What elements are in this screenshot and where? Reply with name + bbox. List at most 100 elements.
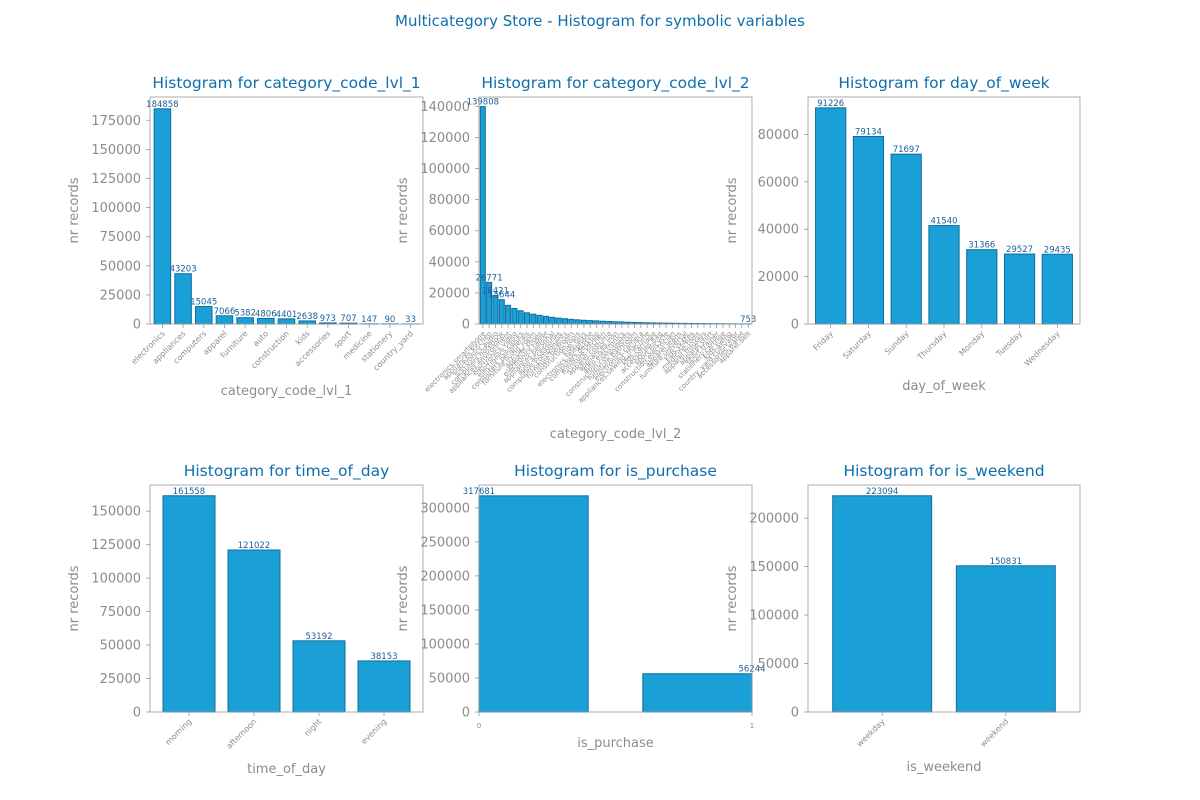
chart-5-ytick-label: 150000 — [420, 603, 470, 618]
chart-4-data-label: 38153 — [370, 652, 397, 662]
chart-4-data-label: 53192 — [305, 632, 332, 642]
chart-3-bar — [815, 107, 847, 325]
chart-5-ytick-label: 300000 — [420, 501, 470, 516]
chart-3-data-label: 71697 — [893, 145, 920, 155]
chart-3-xtick-label: Sunday — [883, 329, 911, 357]
chart-3-bar — [1003, 253, 1036, 325]
chart-4-axes-frame — [149, 484, 424, 713]
chart-4-xtick-label: night — [302, 717, 323, 738]
chart-5-ylabel: nr records — [396, 565, 411, 631]
chart-1-data-label: 184858 — [146, 100, 178, 110]
chart-2-bar — [568, 318, 575, 325]
chart-2-ytick-label: 140000 — [420, 100, 470, 115]
chart-6-ytick-label: 200000 — [749, 512, 799, 527]
chart-5-bar-0 — [478, 495, 589, 713]
chart-4-bar — [292, 640, 346, 713]
chart-1-data-label: 4401 — [276, 310, 298, 320]
chart-4-bar — [357, 660, 411, 713]
chart-2-bar — [498, 299, 505, 325]
chart-2-ytick-label: 100000 — [420, 162, 470, 177]
chart-1-ytick-label: 150000 — [91, 143, 141, 158]
chart-1-ytick-label: 25000 — [100, 288, 141, 303]
chart-3-xtick-label: Monday — [957, 329, 986, 358]
chart-1-data-label: 707 — [340, 314, 356, 324]
chart-6-ytick-label: 100000 — [749, 609, 799, 624]
chart-3-bar — [852, 135, 885, 325]
chart-6-bar — [955, 565, 1056, 713]
chart-5-xlabel: is_purchase — [577, 736, 654, 751]
chart-5-axes-frame — [478, 484, 753, 713]
chart-4-title: Histogram for time_of_day — [184, 462, 390, 481]
chart-1-title: Histogram for category_code_lvl_1 — [152, 74, 420, 93]
chart-4-ytick-label: 25000 — [100, 672, 141, 687]
chart-4-xtick-label: morning — [164, 717, 194, 747]
chart-5-title: Histogram for is_purchase — [514, 462, 717, 481]
chart-3-data-label: 29527 — [1006, 245, 1033, 255]
chart-3-bar — [1041, 253, 1073, 325]
chart-2-title: Histogram for category_code_lvl_2 — [481, 74, 749, 93]
chart-3-axes-frame — [807, 96, 1081, 325]
chart-6-xlabel: is_weekend — [906, 760, 981, 775]
chart-2-data-label: 15644 — [488, 291, 515, 301]
chart-2-ytick-label: 80000 — [429, 193, 470, 208]
chart-2-bar — [530, 313, 537, 325]
chart-2-ytick-label: 120000 — [420, 131, 470, 146]
chart-1-data-label: 7066 — [214, 307, 236, 317]
chart-2-ytick-label: 60000 — [429, 224, 470, 239]
chart-3-bar — [966, 249, 998, 325]
chart-4-xlabel: time_of_day — [247, 762, 326, 777]
chart-4-ytick-label: 150000 — [91, 505, 141, 520]
chart-2-bar — [511, 307, 518, 325]
chart-4-ytick-label: 100000 — [91, 572, 141, 587]
chart-3-bar — [890, 153, 922, 325]
chart-5-ytick-label: 250000 — [420, 535, 470, 550]
chart-3-data-label: 29435 — [1044, 245, 1071, 255]
chart-2-data-label: 753 — [740, 315, 756, 325]
chart-3-xtick-label: Thursday — [915, 329, 949, 363]
chart-6-xtick-label: weekday — [855, 717, 887, 749]
chart-1-data-label: 147 — [361, 315, 377, 325]
chart-2-bar — [574, 319, 581, 325]
chart-3-ytick-label: 60000 — [758, 175, 799, 190]
chart-1-data-label: 33 — [405, 315, 416, 325]
chart-2-xlabel: category_code_lvl_2 — [550, 427, 682, 442]
chart-3-data-label: 79134 — [855, 127, 882, 137]
chart-6-data-label: 223094 — [866, 487, 898, 497]
chart-3-ylabel: nr records — [725, 177, 740, 243]
chart-3-ytick-label: 80000 — [758, 128, 799, 143]
chart-1-data-label: 15045 — [190, 297, 217, 307]
chart-2-bar — [555, 317, 562, 325]
chart-3-xtick-label: Tuesday — [994, 329, 1024, 359]
chart-1-xlabel: category_code_lvl_1 — [221, 384, 353, 399]
chart-3-data-label: 41540 — [930, 217, 957, 227]
chart-1-ytick-label: 125000 — [91, 172, 141, 187]
chart-5-bar-1 — [642, 673, 753, 713]
chart-3-xtick-label: Saturday — [841, 329, 873, 361]
chart-2-ytick-label: 20000 — [429, 286, 470, 301]
chart-5-xtick-label: 0 — [477, 722, 481, 730]
chart-4-bar — [227, 549, 281, 713]
chart-3-xlabel: day_of_week — [902, 379, 986, 394]
chart-3-xtick-label: Wednesday — [1023, 329, 1062, 368]
chart-2-bar — [542, 315, 550, 325]
chart-2-data-label: 26771 — [476, 273, 503, 283]
chart-6-title: Histogram for is_weekend — [843, 462, 1044, 481]
chart-1-bar — [195, 305, 213, 325]
chart-3-ytick-label: 20000 — [758, 270, 799, 285]
chart-1-ytick-label: 75000 — [100, 230, 141, 245]
chart-6-bar — [832, 495, 933, 713]
chart-1-bar — [153, 108, 172, 325]
chart-6-ytick-label: 0 — [791, 706, 799, 721]
chart-5-ytick-label: 50000 — [429, 671, 470, 686]
chart-4-ytick-label: 125000 — [91, 538, 141, 553]
chart-5-ytick-label: 0 — [462, 706, 470, 721]
chart-6-xtick-label: weekend — [979, 717, 1011, 749]
chart-3-bar — [928, 225, 960, 325]
chart-6-ytick-label: 150000 — [749, 560, 799, 575]
chart-4-xtick-label: evening — [359, 717, 388, 746]
chart-1-bar — [174, 273, 192, 325]
chart-6-ytick-label: 50000 — [758, 657, 799, 672]
chart-5-ytick-label: 200000 — [420, 569, 470, 584]
